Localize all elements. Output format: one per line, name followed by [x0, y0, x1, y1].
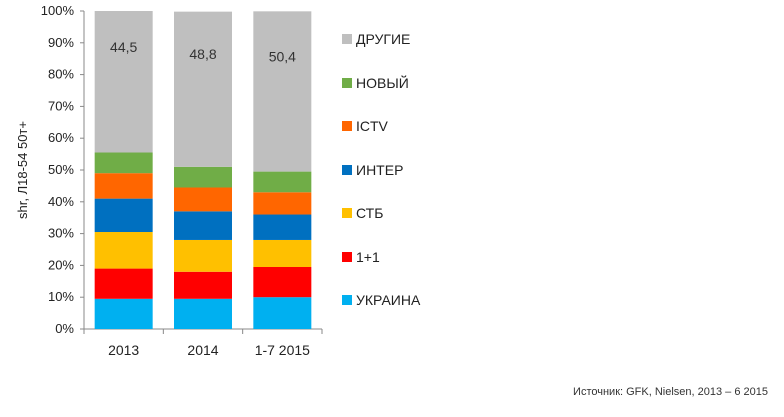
legend-swatch: [342, 164, 352, 175]
legend-swatch: [342, 34, 352, 44]
bar-segment-другие: [253, 11, 312, 172]
bar-segment-ictv: [174, 187, 232, 212]
legend-swatch: [342, 251, 352, 262]
data-label: 44,5: [110, 39, 137, 55]
bar-segment-стб: [94, 232, 153, 269]
y-tick-label: 10%: [48, 289, 74, 304]
bar-segment-украина: [253, 297, 312, 329]
source-note: Источник: GFK, Nielsen, 2013 – 6 2015: [573, 386, 768, 398]
legend-item: СТБ: [342, 204, 383, 222]
bar-segment-стб: [253, 239, 312, 267]
legend-item: НОВЫЙ: [342, 74, 409, 92]
y-tick-label: 70%: [48, 98, 74, 113]
legend-item: УКРАИНА: [342, 291, 420, 309]
y-tick-label: 30%: [48, 226, 74, 241]
y-tick-label: 40%: [48, 194, 74, 209]
legend-label: НОВЫЙ: [356, 74, 409, 91]
legend-swatch: [342, 77, 352, 88]
y-tick-label: 60%: [48, 130, 74, 145]
bar-segment-украина: [174, 298, 232, 329]
bar-segment-новый: [253, 171, 312, 193]
y-tick-label: 20%: [48, 257, 74, 272]
legend-item: ICTV: [342, 117, 388, 135]
legend-label: УКРАИНА: [356, 292, 421, 308]
bar-segment-стб: [174, 239, 232, 272]
y-tick-label: 0%: [55, 321, 74, 336]
legend-item: ИНТЕР: [342, 161, 403, 179]
legend-item: ДРУГИЕ: [342, 30, 410, 48]
legend-label: СТБ: [356, 205, 384, 221]
bar-segment-ictv: [94, 173, 153, 199]
bar-segment-другие: [94, 11, 153, 153]
y-tick-label: 90%: [48, 35, 74, 50]
x-category-label: 1-7 2015: [255, 342, 310, 358]
legend-swatch: [342, 208, 352, 218]
bar-segment-1-1: [94, 268, 153, 299]
bar-segment-1-1: [174, 271, 232, 299]
legend-label: ДРУГИЕ: [356, 31, 411, 47]
data-label: 48,8: [189, 46, 216, 62]
bar-segment-другие: [174, 11, 232, 167]
legend-swatch: [342, 295, 352, 305]
data-label: 50,4: [269, 48, 296, 64]
legend-label: ICTV: [356, 118, 388, 134]
y-tick-label: 100%: [41, 3, 75, 18]
bar-segment-новый: [94, 152, 153, 174]
bar-segment-интер: [174, 211, 232, 240]
bar-segment-1-1: [253, 266, 312, 298]
bar-segment-ictv: [253, 192, 312, 215]
y-axis-label: shr, Л18-54 50т+: [15, 121, 30, 219]
x-category-label: 2013: [108, 342, 139, 358]
x-category-label: 2014: [187, 342, 218, 358]
legend-label: 1+1: [356, 248, 380, 265]
bar-segment-интер: [94, 198, 153, 233]
y-tick-label: 80%: [48, 67, 74, 82]
bar-segment-новый: [174, 166, 232, 188]
legend-label: ИНТЕР: [356, 161, 404, 178]
legend-item: 1+1: [342, 248, 380, 266]
bar-segment-интер: [253, 214, 312, 240]
bar-segment-украина: [94, 298, 153, 329]
legend-swatch: [342, 121, 352, 131]
y-tick-label: 50%: [48, 162, 74, 177]
